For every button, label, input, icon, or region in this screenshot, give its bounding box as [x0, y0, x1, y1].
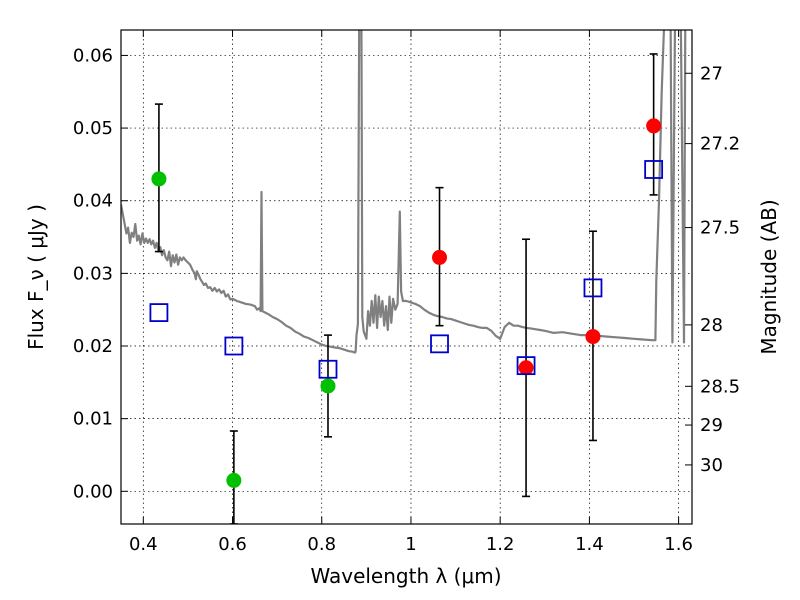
x-tick-label: 0.6 — [218, 534, 247, 555]
x-tick-label: 1.4 — [575, 534, 604, 555]
y-tick-label: 0.00 — [73, 481, 113, 502]
y-tick-label: 0.06 — [73, 45, 113, 66]
red-data-point — [432, 249, 448, 265]
right-axis-label: Magnitude (AB) — [757, 199, 781, 354]
model-square-marker — [644, 160, 664, 179]
grid — [121, 30, 692, 524]
ticks: 0.4 0.6 0.8 1 1.2 1.4 1.6 0.00 0.01 0.02 0.03 0.04 0… — [73, 30, 740, 555]
right-tick-label: 28 — [700, 315, 723, 336]
right-tick-label: 27.5 — [700, 218, 740, 239]
y-tick-label: 0.01 — [73, 409, 113, 430]
x-tick-label: 1.2 — [486, 534, 515, 555]
right-tick-label: 27.2 — [700, 134, 740, 155]
plot-frame — [120, 29, 693, 525]
model-square-marker — [224, 336, 244, 356]
template-spectrum-layer — [121, 30, 687, 354]
plot-background — [121, 30, 692, 524]
right-tick-label: 28.5 — [700, 376, 740, 397]
template-spectrum-line — [121, 30, 687, 354]
right-tick-label: 30 — [700, 455, 723, 476]
y-tick-label: 0.02 — [73, 336, 113, 357]
red-data-point — [585, 329, 601, 345]
right-tick-label: 29 — [700, 415, 723, 436]
y-axis-label: Flux F_ν ( μJy ) — [24, 204, 48, 350]
marker-layer — [149, 118, 664, 488]
model-square-marker — [430, 334, 449, 354]
model-square-marker — [149, 303, 169, 322]
y-tick-label: 0.03 — [73, 263, 113, 284]
model-square-marker — [318, 359, 338, 379]
model-square-marker — [516, 356, 536, 376]
red-data-point — [646, 118, 662, 134]
x-tick-label: 1 — [405, 534, 416, 555]
green-data-point — [151, 171, 167, 187]
model-square-marker — [583, 278, 603, 298]
y-tick-label: 0.04 — [73, 191, 113, 212]
green-data-point — [226, 472, 242, 488]
x-tick-label: 1.6 — [664, 534, 693, 555]
green-data-point — [320, 378, 336, 394]
red-data-point — [518, 360, 534, 376]
x-axis-label: Wavelength λ (μm) — [310, 564, 501, 588]
x-tick-label: 0.4 — [129, 534, 158, 555]
x-tick-label: 0.8 — [307, 534, 336, 555]
y-tick-label: 0.05 — [73, 118, 113, 139]
right-tick-label: 27 — [700, 63, 723, 84]
